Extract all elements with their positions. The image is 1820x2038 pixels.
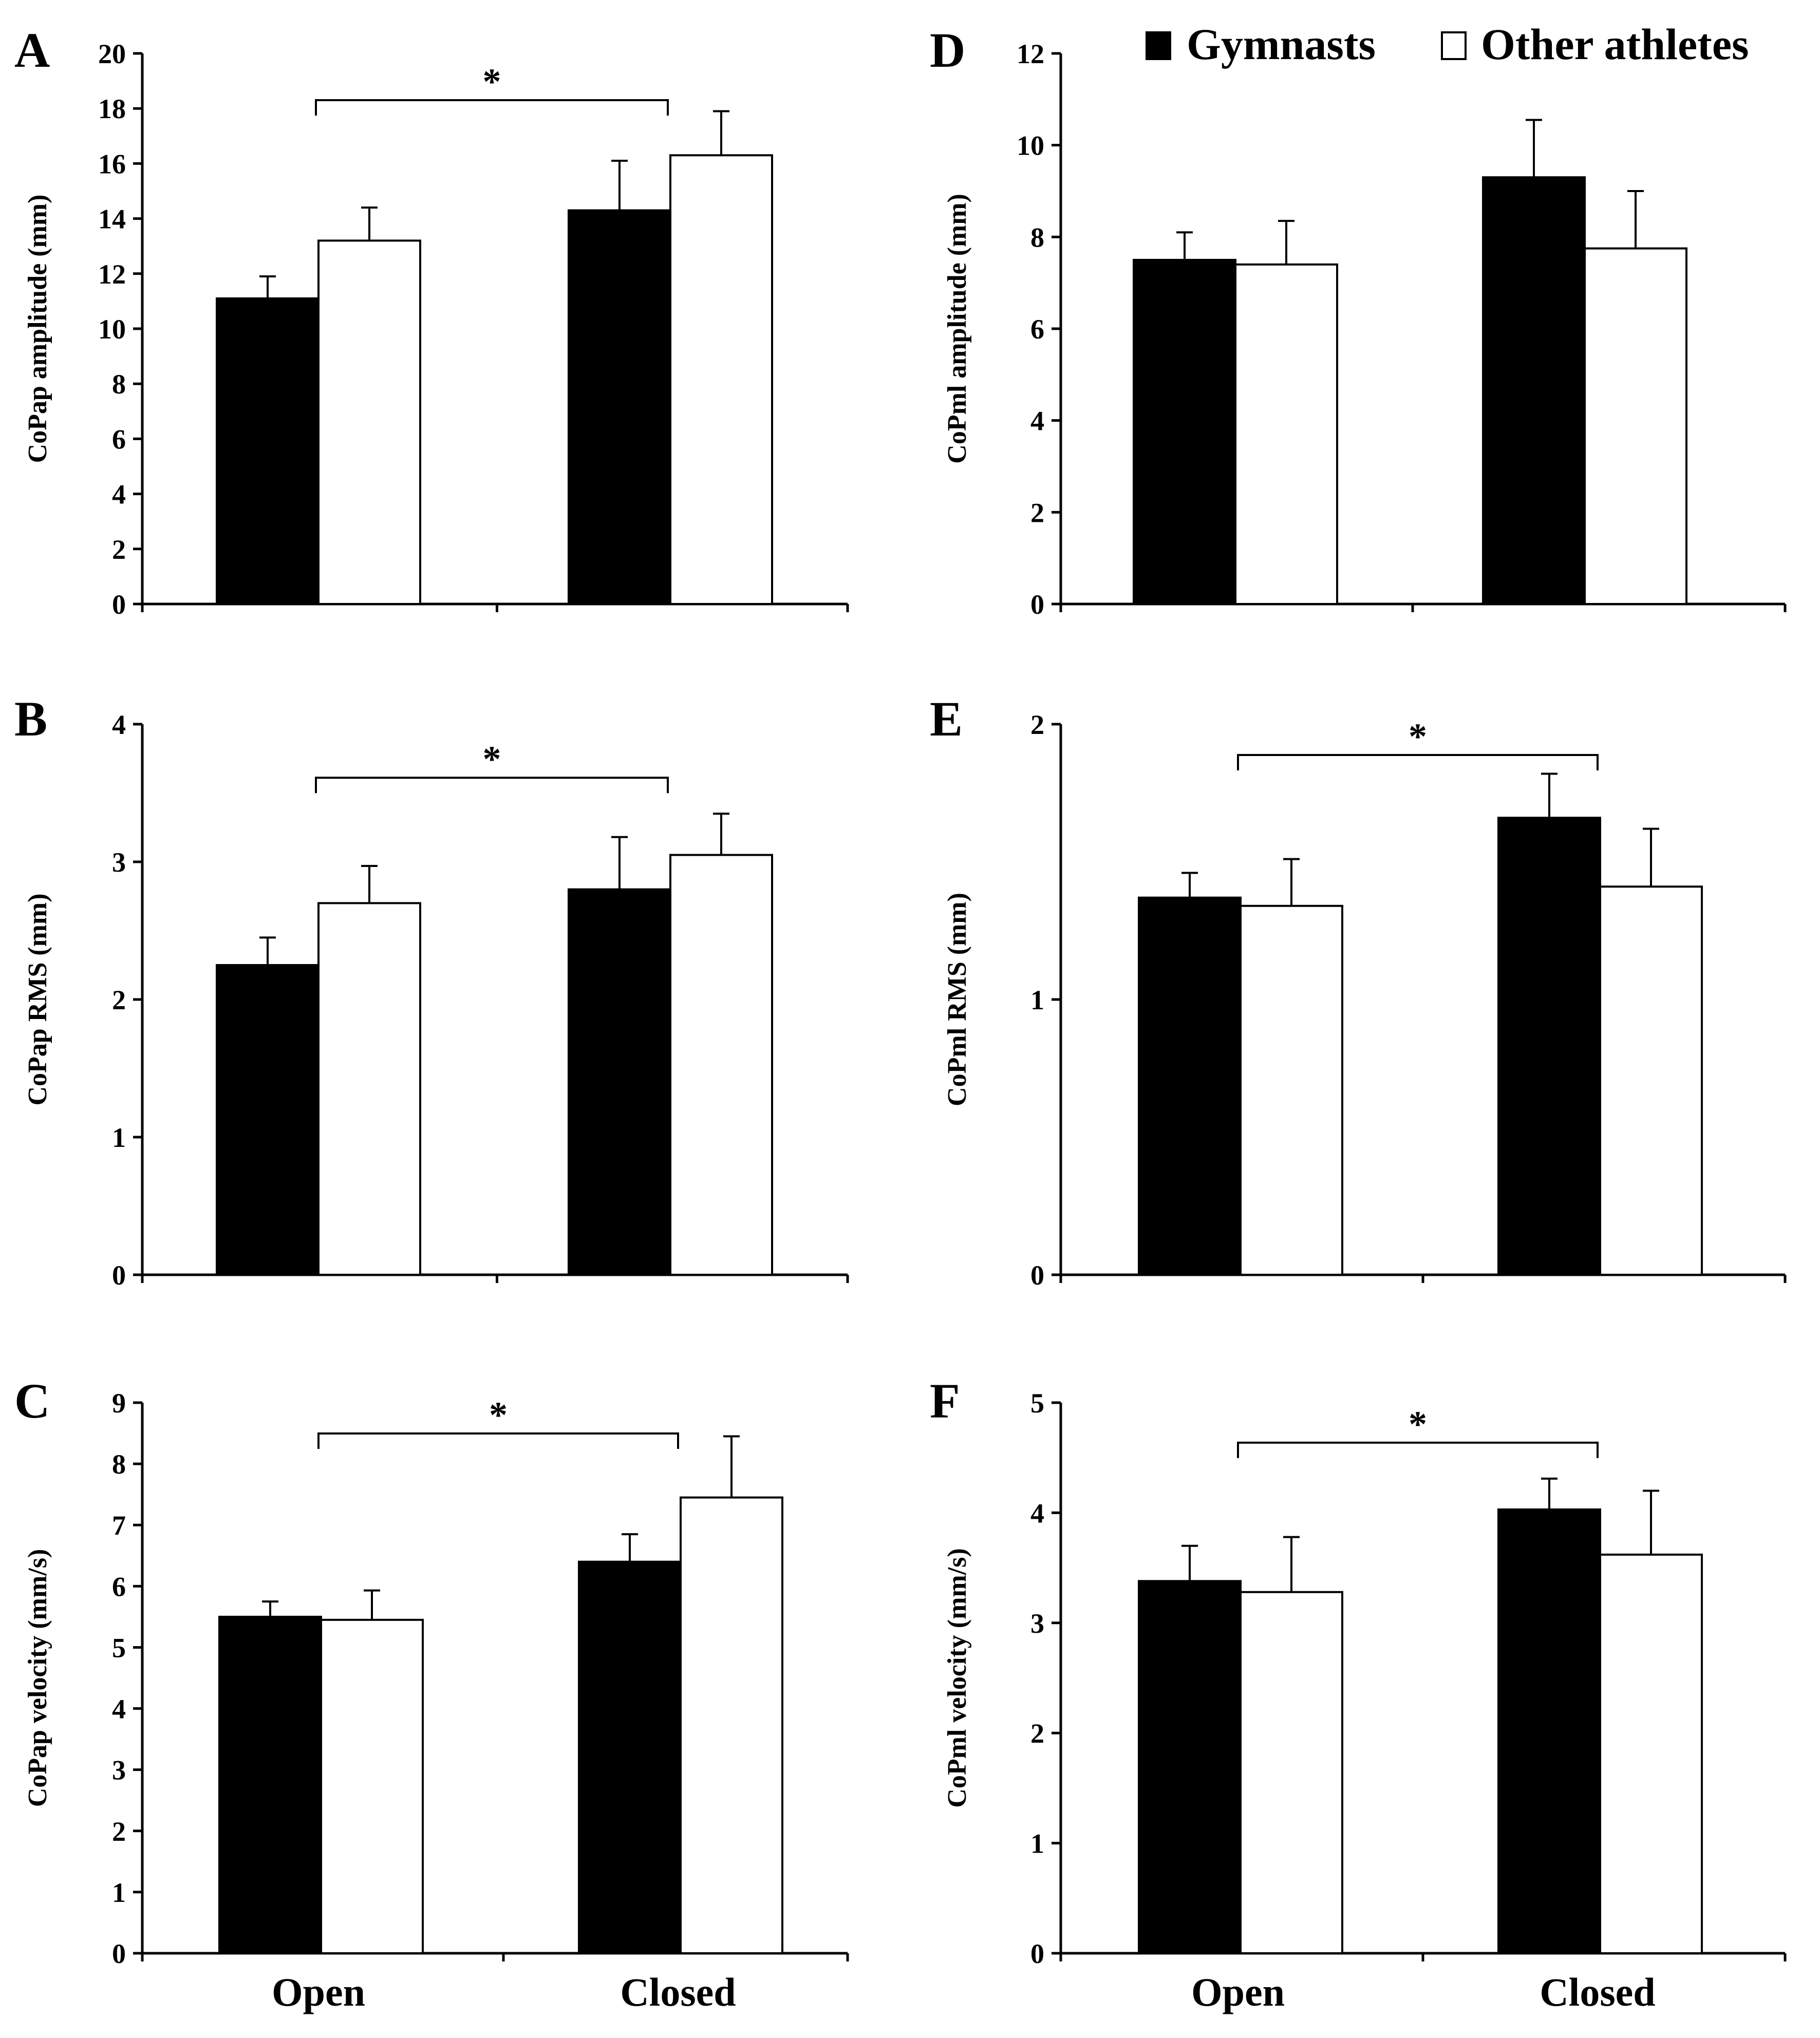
significance-bracket <box>1237 1441 1599 1458</box>
y-tick-label: 12 <box>1017 39 1044 69</box>
legend-label-other-athletes: Other athletes <box>1481 20 1749 69</box>
y-tick-label: 6 <box>112 1571 126 1602</box>
y-tick-label: 5 <box>1030 1388 1044 1419</box>
bar-other-athletes-closed <box>1599 1553 1703 1955</box>
y-tick-label: 1 <box>112 1877 126 1908</box>
significance-bracket <box>315 99 669 116</box>
y-tick-label: 2 <box>1030 709 1044 740</box>
y-tick-label: 1 <box>112 1122 126 1153</box>
panel-letter: C <box>14 1373 50 1428</box>
y-tick-label: 18 <box>98 93 126 124</box>
x-category-label: Open <box>1191 1970 1285 2014</box>
panel-letter: A <box>14 23 50 78</box>
y-tick-label: 9 <box>112 1388 126 1419</box>
y-tick-label: 8 <box>112 369 126 400</box>
bar-other-athletes-closed <box>1584 247 1687 605</box>
bar-gymnasts-closed <box>568 888 671 1276</box>
bar-other-athletes-closed <box>1599 885 1703 1276</box>
y-tick-label: 16 <box>98 148 126 179</box>
y-tick-label: 8 <box>1030 222 1044 253</box>
y-tick-label: 6 <box>1030 314 1044 345</box>
bar-other-athletes-closed <box>669 154 773 605</box>
y-axis-title: CoPml velocity (mm/s) <box>943 1548 972 1807</box>
y-tick-label: 6 <box>112 424 126 455</box>
significance-bracket <box>1237 754 1599 770</box>
bar-other-athletes-open <box>1234 263 1338 605</box>
bar-gymnasts-open <box>1133 259 1236 605</box>
bar-gymnasts-closed <box>1497 1508 1601 1954</box>
bar-gymnasts-open <box>1138 896 1242 1276</box>
panel-letter: D <box>930 23 965 78</box>
y-tick-label: 7 <box>112 1510 126 1541</box>
y-axis-title: CoPml amplitude (mm) <box>943 194 972 464</box>
x-category-label: Closed <box>620 1970 736 2014</box>
significance-bracket <box>315 777 669 794</box>
significance-star: * <box>1409 1404 1427 1445</box>
y-tick-label: 0 <box>1030 1260 1044 1291</box>
bar-gymnasts-closed <box>1497 817 1601 1276</box>
y-tick-label: 12 <box>98 259 126 290</box>
y-tick-label: 4 <box>112 479 126 510</box>
x-category-label: Open <box>272 1970 365 2014</box>
y-tick-label: 4 <box>112 709 126 740</box>
bar-gymnasts-open <box>216 297 320 605</box>
y-tick-label: 2 <box>1030 497 1044 528</box>
legend-swatch-other-athletes <box>1441 31 1467 60</box>
bar-gymnasts-closed <box>1482 176 1586 605</box>
y-tick-label: 8 <box>112 1449 126 1480</box>
significance-star: * <box>483 61 501 102</box>
y-tick-label: 3 <box>112 1755 126 1786</box>
y-tick-label: 20 <box>98 39 126 69</box>
panel-letter: F <box>930 1373 960 1428</box>
y-tick-label: 4 <box>1030 406 1044 437</box>
y-tick-label: 0 <box>112 589 126 620</box>
y-tick-label: 1 <box>1030 1828 1044 1859</box>
y-axis-title: CoPap velocity (mm/s) <box>23 1549 52 1807</box>
bar-gymnasts-closed <box>568 209 671 605</box>
y-tick-label: 4 <box>112 1694 126 1725</box>
bar-other-athletes-closed <box>669 854 773 1276</box>
y-tick-label: 2 <box>112 534 126 565</box>
bar-other-athletes-closed <box>680 1496 783 1955</box>
y-tick-label: 10 <box>1017 130 1044 161</box>
legend-label-gymnasts: Gymnasts <box>1187 20 1376 69</box>
significance-star: * <box>489 1394 508 1436</box>
bar-gymnasts-open <box>1138 1580 1242 1954</box>
y-axis-title: CoPml RMS (mm) <box>943 893 972 1106</box>
y-tick-label: 3 <box>112 847 126 878</box>
y-tick-label: 2 <box>1030 1718 1044 1749</box>
panel-letter: E <box>930 691 963 746</box>
bar-other-athletes-open <box>1240 1591 1343 1955</box>
y-tick-label: 0 <box>112 1938 126 1969</box>
bar-gymnasts-open <box>218 1615 322 1954</box>
legend-swatch-gymnasts <box>1146 31 1171 60</box>
y-tick-label: 2 <box>112 985 126 1015</box>
y-tick-label: 3 <box>1030 1608 1044 1639</box>
bar-other-athletes-open <box>317 239 421 606</box>
bar-other-athletes-open <box>317 902 421 1276</box>
significance-star: * <box>1409 716 1427 757</box>
y-tick-label: 0 <box>112 1260 126 1291</box>
y-tick-label: 0 <box>1030 589 1044 620</box>
y-tick-label: 0 <box>1030 1938 1044 1969</box>
y-tick-label: 10 <box>98 314 126 345</box>
x-category-label: Closed <box>1540 1970 1655 2014</box>
y-tick-label: 5 <box>112 1632 126 1663</box>
bar-other-athletes-open <box>1240 904 1343 1276</box>
significance-bracket <box>317 1432 679 1449</box>
bar-other-athletes-open <box>320 1618 424 1955</box>
y-tick-label: 2 <box>112 1816 126 1847</box>
bar-gymnasts-open <box>216 964 320 1276</box>
y-tick-label: 14 <box>98 204 126 235</box>
y-tick-label: 4 <box>1030 1498 1044 1528</box>
y-tick-label: 1 <box>1030 985 1044 1015</box>
significance-star: * <box>483 739 501 780</box>
panel-letter: B <box>14 691 47 746</box>
y-axis-title: CoPap RMS (mm) <box>23 893 52 1105</box>
y-axis-title: CoPap amplitude (mm) <box>23 195 52 463</box>
bar-gymnasts-closed <box>578 1560 682 1955</box>
